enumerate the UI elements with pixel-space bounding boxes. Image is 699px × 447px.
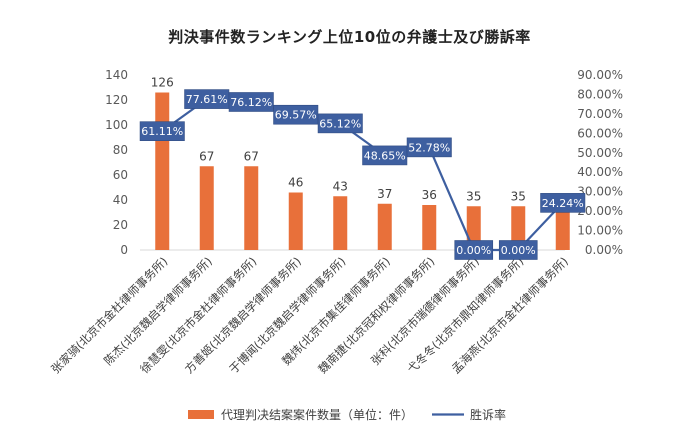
rate-label-text: 77.61% (186, 93, 228, 106)
rate-data-labels: 61.11% 77.61% 76.12%69.57%65.12% 48.65%52.7… (139, 89, 586, 260)
left-tick-label: 0 (120, 243, 128, 257)
bar (555, 208, 570, 250)
rate-data-label: 65.12% (317, 113, 363, 134)
bar-value-label: 43 (333, 179, 348, 193)
bar (422, 205, 437, 250)
left-axis: 0 20 40 60 80 100 120 140 (105, 68, 128, 257)
right-tick-label: 20.00% (577, 204, 623, 218)
rate-label-box (228, 92, 274, 112)
left-tick-label: 100 (105, 118, 128, 132)
bar-value-label: 126 (151, 76, 174, 90)
rate-data-label: 0.00% (454, 240, 494, 260)
bar (199, 166, 214, 250)
right-tick-label: 0.00% (585, 243, 623, 257)
legend-bar-label: 代理判决结案案件数量（单位：件） (221, 407, 413, 422)
rate-data-label: 52.78% (406, 137, 452, 158)
bar-value-label: 35 (511, 189, 526, 203)
right-tick-label: 50.00% (577, 146, 623, 160)
rate-data-label: 48.65% (362, 145, 408, 166)
rate-data-label: 77.61% (184, 89, 230, 109)
rate-data-label: 69.57% (273, 104, 319, 125)
rate-label-text: 0.00% (456, 244, 491, 257)
bar-series (155, 92, 570, 250)
bar-value-label: 36 (422, 188, 437, 202)
bar-value-label: 35 (466, 189, 481, 203)
rate-label-box (540, 193, 586, 213)
rate-label-box (139, 121, 185, 141)
right-tick-label: 80.00% (577, 87, 623, 101)
rate-label-text: 24.24% (542, 197, 584, 210)
left-tick-label: 120 (105, 93, 128, 107)
rate-label-text: 48.65% (364, 149, 406, 162)
chart-title: 判決事件数ランキング上位10位の弁護士及び勝訴率 (168, 28, 531, 46)
right-tick-label: 40.00% (577, 165, 623, 179)
bar-value-label: 46 (288, 176, 303, 190)
right-tick-label: 70.00% (577, 107, 623, 121)
rate-label-box (454, 240, 494, 260)
rate-label-text: 65.12% (319, 117, 361, 130)
bar (288, 192, 303, 250)
rate-data-label: 61.11% (139, 121, 185, 141)
left-tick-label: 40 (113, 193, 128, 207)
bar (377, 203, 392, 250)
left-tick-label: 80 (113, 143, 128, 157)
right-tick-label: 10.00% (577, 224, 623, 238)
left-tick-label: 20 (113, 218, 128, 232)
rate-data-label: 76.12% (228, 92, 274, 112)
bar (155, 92, 170, 250)
right-tick-label: 90.00% (577, 68, 623, 82)
rate-label-text: 61.11% (141, 125, 183, 138)
left-tick-label: 140 (105, 68, 128, 82)
legend-line-label: 胜诉率 (470, 407, 506, 422)
category-labels: 张家骑(北京市金杜律师事务所)陈杰(北京魏启学律师事务所)徐慧雯(北京市金杜律师… (48, 254, 570, 376)
right-tick-label: 60.00% (577, 126, 623, 140)
left-tick-label: 60 (113, 168, 128, 182)
rate-label-text: 69.57% (275, 109, 317, 122)
rate-label-text: 0.00% (501, 244, 536, 257)
rate-label-text: 76.12% (230, 96, 272, 109)
rate-label-box (317, 113, 363, 134)
right-axis: 0.00% 10.00% 20.00% 30.00% 40.00% 50.00% 60.00… (577, 68, 623, 257)
rate-data-label: 24.24% (540, 193, 586, 213)
bar (244, 166, 259, 250)
rate-label-box (406, 137, 452, 158)
legend-bar-swatch (188, 410, 214, 419)
bar (333, 196, 348, 250)
bar-value-label: 37 (377, 187, 392, 201)
rate-data-label: 0.00% (498, 240, 538, 260)
rate-label-box (498, 240, 538, 260)
right-tick-label: 30.00% (577, 185, 623, 199)
bar-value-label: 67 (244, 149, 259, 163)
legend: 代理判决结案案件数量（单位：件） 胜诉率 (188, 407, 506, 422)
bar-value-label: 67 (199, 149, 214, 163)
bar (511, 206, 526, 250)
bar (466, 206, 481, 250)
rate-label-text: 52.78% (408, 141, 450, 154)
